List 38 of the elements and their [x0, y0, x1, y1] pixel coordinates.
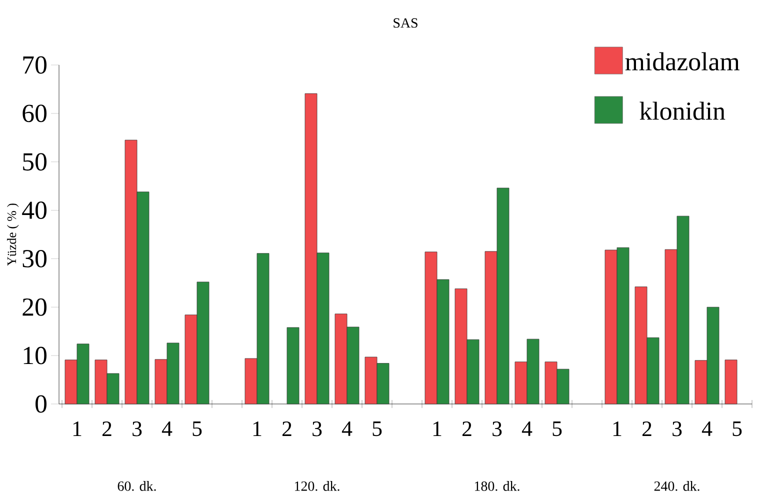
x-tick-label: 5 [732, 421, 742, 436]
x-tick-label: 2 [282, 422, 292, 436]
x-tick-label: 2 [462, 422, 472, 436]
x-tick-label: 4 [522, 422, 532, 436]
bar [724, 360, 738, 404]
x-tick-label: 1 [433, 422, 442, 436]
text: 60. dk. [118, 481, 156, 491]
x-tick-label: 3 [672, 422, 682, 436]
chart-title: SAS [394, 18, 418, 28]
y-tick-label: 30 [22, 250, 47, 268]
y-tick-label: 20 [22, 298, 47, 316]
y-tick-label: 10 [24, 346, 47, 364]
y-tick-label: 70 [23, 56, 47, 74]
x-tick-label: 4 [702, 422, 712, 436]
x-tick-label: 5 [552, 421, 562, 436]
text: 240. dk. [654, 481, 700, 491]
x-tick-label: 2 [642, 422, 652, 436]
x-tick-label: 1 [613, 422, 622, 436]
legend-label: midazolam [625, 52, 740, 71]
x-tick-label: 5 [372, 421, 382, 436]
y-tick-label: 60 [22, 104, 47, 122]
x-tick-label: 3 [132, 422, 142, 436]
x-tick-label: 4 [342, 422, 352, 436]
bar [286, 327, 300, 404]
x-tick-label: 3 [312, 422, 322, 436]
y-axis-title: Yüzde ( % ) [7, 204, 19, 266]
x-tick-label: 1 [73, 422, 82, 436]
y-tick-label: 40 [22, 202, 47, 220]
x-tick-label: 4 [162, 422, 172, 436]
x-tick-label: 1 [253, 422, 262, 436]
text: 180. dk. [474, 481, 520, 491]
legend-label: klonidin [640, 102, 726, 120]
y-tick-label: 50 [23, 153, 47, 171]
x-tick-label: 5 [192, 421, 202, 436]
y-tick-label: 0 [36, 395, 47, 413]
text: 120. dk. [294, 481, 340, 491]
x-tick-label: 3 [492, 422, 502, 436]
x-tick-label: 2 [102, 422, 112, 436]
